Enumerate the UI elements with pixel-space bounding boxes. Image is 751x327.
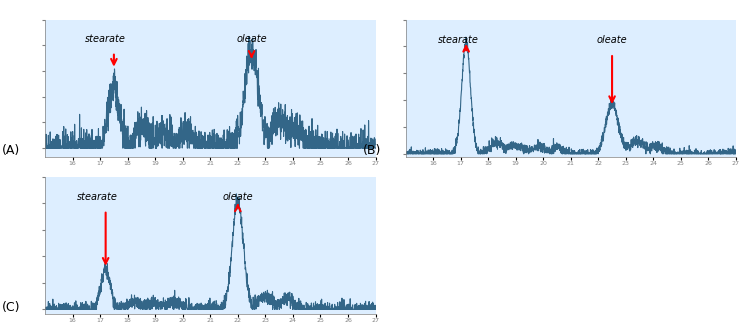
Text: (C): (C) [2, 301, 20, 314]
Text: stearate: stearate [77, 192, 118, 202]
Text: oleate: oleate [237, 34, 267, 44]
Text: (B): (B) [363, 144, 381, 157]
Text: oleate: oleate [597, 35, 627, 45]
Text: oleate: oleate [222, 192, 253, 202]
Text: stearate: stearate [437, 35, 478, 45]
Text: (A): (A) [2, 144, 20, 157]
Text: stearate: stearate [85, 34, 126, 44]
